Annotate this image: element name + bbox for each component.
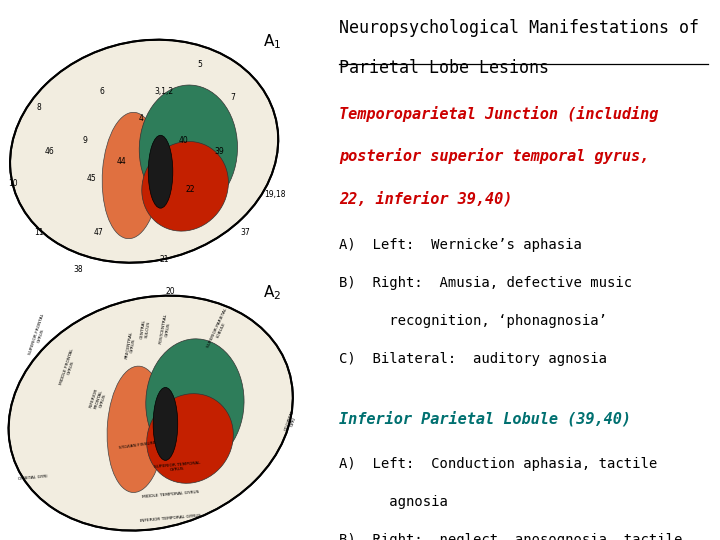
- Text: INFERIOR
FRONTAL
GYRUS: INFERIOR FRONTAL GYRUS: [89, 388, 108, 411]
- Text: recognition, ‘phonagnosia’: recognition, ‘phonagnosia’: [339, 314, 608, 328]
- Text: CENTRAL
SULCUS: CENTRAL SULCUS: [140, 319, 151, 340]
- Ellipse shape: [148, 135, 173, 208]
- Ellipse shape: [153, 388, 178, 460]
- Text: 7: 7: [230, 93, 235, 102]
- Text: 20: 20: [166, 287, 175, 296]
- Text: 21: 21: [159, 255, 168, 264]
- Ellipse shape: [139, 85, 238, 212]
- Text: SUPERIOR FRONTAL
GYRUS: SUPERIOR FRONTAL GYRUS: [29, 313, 50, 356]
- Text: 45: 45: [87, 174, 96, 183]
- Text: Parietal Lobe Lesions: Parietal Lobe Lesions: [339, 59, 549, 77]
- Text: OCCIPITAL
GYRI: OCCIPITAL GYRI: [284, 409, 300, 433]
- Text: 5: 5: [197, 60, 202, 69]
- Text: SUPERIOR TEMPORAL
GYRUS: SUPERIOR TEMPORAL GYRUS: [153, 461, 200, 474]
- Text: 37: 37: [240, 228, 251, 237]
- Text: $\mathregular{A_2}$: $\mathregular{A_2}$: [263, 284, 281, 302]
- Text: A)  Left:  Conduction aphasia, tactile: A) Left: Conduction aphasia, tactile: [339, 457, 657, 471]
- Text: ORBITAL GYRI: ORBITAL GYRI: [18, 475, 48, 481]
- Text: 38: 38: [74, 266, 84, 274]
- Text: 11: 11: [35, 228, 44, 237]
- Text: 6: 6: [99, 87, 104, 96]
- Text: 39: 39: [215, 147, 225, 156]
- Text: B)  Right:  neglect, anosognosia, tactile: B) Right: neglect, anosognosia, tactile: [339, 533, 683, 540]
- Ellipse shape: [10, 40, 278, 262]
- Text: 4: 4: [138, 114, 143, 123]
- Text: 10: 10: [9, 179, 18, 188]
- Text: 22: 22: [185, 185, 194, 193]
- Text: posterior superior temporal gyrus,: posterior superior temporal gyrus,: [339, 148, 649, 165]
- Ellipse shape: [145, 339, 244, 466]
- Text: 44: 44: [117, 158, 126, 166]
- Ellipse shape: [9, 295, 293, 531]
- Text: MIDDLE TEMPORAL GYRUS: MIDDLE TEMPORAL GYRUS: [142, 490, 199, 498]
- Text: C)  Bilateral:  auditory agnosia: C) Bilateral: auditory agnosia: [339, 352, 608, 366]
- Text: SYLVIAN FISSURE: SYLVIAN FISSURE: [119, 441, 156, 450]
- Ellipse shape: [142, 141, 228, 231]
- Text: Inferior Parietal Lobule (39,40): Inferior Parietal Lobule (39,40): [339, 411, 631, 427]
- Text: 47: 47: [94, 228, 103, 237]
- Ellipse shape: [102, 112, 160, 239]
- Text: POSTCENTRAL
GYRUS: POSTCENTRAL GYRUS: [158, 313, 172, 346]
- Text: 22, inferior 39,40): 22, inferior 39,40): [339, 191, 513, 206]
- Ellipse shape: [107, 366, 165, 492]
- Text: SUPERIOR PARIETAL
LOBULE: SUPERIOR PARIETAL LOBULE: [207, 308, 233, 351]
- Text: 46: 46: [44, 147, 54, 156]
- Text: B)  Right:  Amusia, defective music: B) Right: Amusia, defective music: [339, 276, 632, 290]
- Text: 8: 8: [37, 104, 42, 112]
- Text: agnosia: agnosia: [339, 495, 449, 509]
- Text: 40: 40: [179, 136, 189, 145]
- Text: 9: 9: [83, 136, 88, 145]
- Text: PRECENTRAL
GYRUS: PRECENTRAL GYRUS: [125, 331, 138, 360]
- Text: $\mathregular{A_1}$: $\mathregular{A_1}$: [263, 32, 281, 51]
- Ellipse shape: [147, 394, 233, 483]
- Text: Neuropsychological Manifestations of: Neuropsychological Manifestations of: [339, 19, 699, 37]
- Text: 19,18: 19,18: [264, 190, 286, 199]
- Text: A)  Left:  Wernicke’s aphasia: A) Left: Wernicke’s aphasia: [339, 238, 582, 252]
- Text: MIDDLE FRONTAL
GYRUS: MIDDLE FRONTAL GYRUS: [59, 348, 78, 387]
- Text: Temporoparietal Junction (including: Temporoparietal Junction (including: [339, 106, 659, 123]
- Text: 3,1,2: 3,1,2: [154, 87, 174, 96]
- Text: INFERIOR TEMPORAL GYRUS: INFERIOR TEMPORAL GYRUS: [140, 514, 201, 523]
